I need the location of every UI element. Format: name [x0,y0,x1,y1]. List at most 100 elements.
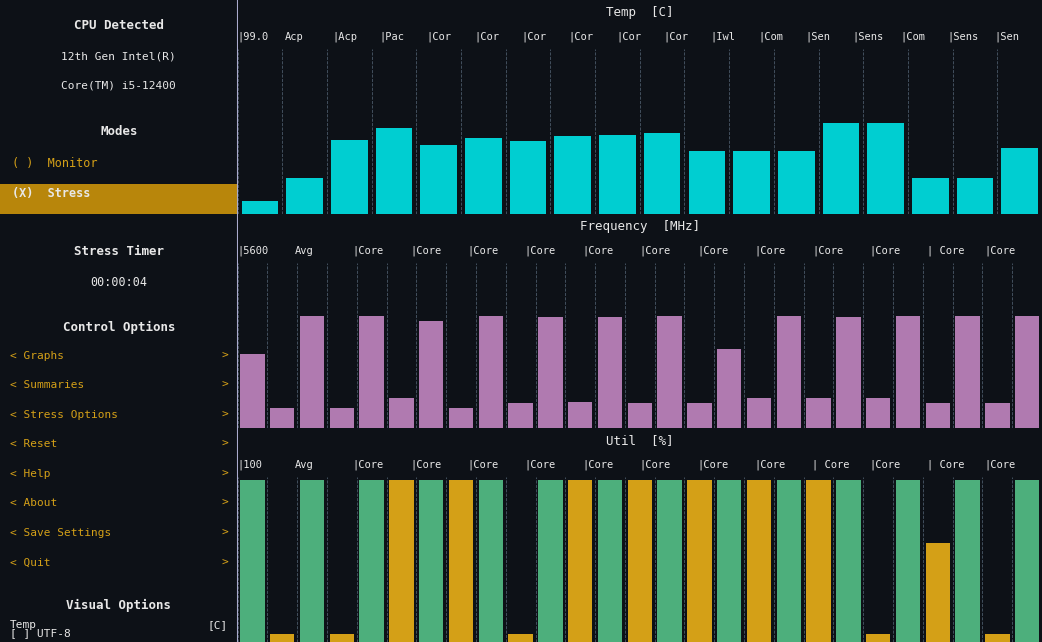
Text: >: > [221,557,228,568]
Bar [1015,316,1039,428]
Text: |Com: |Com [900,31,925,42]
Text: >: > [221,469,228,479]
Text: |Core: |Core [582,459,614,470]
Text: < About: < About [9,498,56,508]
Bar [687,403,712,428]
Bar [867,123,903,214]
Bar [419,480,444,642]
Text: |Com: |Com [759,31,784,42]
Text: |Core: |Core [582,245,614,256]
Bar [390,398,414,428]
Bar [689,152,725,214]
Text: Visual Options: Visual Options [67,599,171,612]
Text: |Cor: |Cor [474,31,499,42]
Text: Stress Timer: Stress Timer [74,245,164,258]
Bar [242,201,278,214]
Text: 12th Gen Intel(R): 12th Gen Intel(R) [61,51,176,62]
Bar [866,398,890,428]
Text: |Core: |Core [468,245,499,256]
Text: >: > [221,351,228,361]
Bar [449,408,473,428]
Text: |99.0: |99.0 [238,31,269,42]
Bar [822,123,860,214]
Bar [270,634,295,642]
Text: >: > [221,439,228,449]
Bar [644,133,680,214]
Bar [508,403,532,428]
Bar [912,178,948,214]
Text: |Pac: |Pac [379,31,404,42]
Bar [627,480,652,642]
Bar [554,136,591,214]
Text: 00:00:04: 00:00:04 [91,276,147,289]
Text: |Sens: |Sens [947,31,978,42]
Bar [925,543,950,642]
Text: Modes: Modes [100,125,138,138]
Text: |Cor: |Cor [664,31,689,42]
Bar [599,135,636,214]
Text: |Core: |Core [870,459,901,470]
Bar [538,317,563,428]
Text: Temp: Temp [9,620,36,630]
Bar [329,408,354,428]
Bar [658,316,681,428]
Text: Temp  [C]: Temp [C] [606,6,673,19]
Text: Control Options: Control Options [63,321,175,334]
Text: < Reset: < Reset [9,439,56,449]
Text: Avg: Avg [295,460,314,469]
Text: |Core: |Core [410,459,441,470]
Text: |Core: |Core [870,245,901,256]
Text: |Core: |Core [352,245,383,256]
Bar [717,349,742,428]
Bar [376,128,413,214]
Bar [241,354,265,428]
Text: >: > [221,380,228,390]
Bar [329,634,354,642]
Text: [C]: [C] [207,620,228,630]
Text: >: > [221,498,228,508]
Bar [896,480,920,642]
Text: < Save Settings: < Save Settings [9,528,110,538]
Text: |Sens: |Sens [852,31,884,42]
Text: |Sen: |Sen [995,31,1020,42]
Text: |Cor: |Cor [521,31,546,42]
Bar [687,480,712,642]
Bar [866,634,890,642]
Bar [717,480,742,642]
Text: < Graphs: < Graphs [9,351,64,361]
Bar [241,480,265,642]
Bar [776,480,801,642]
Bar [747,398,771,428]
Bar [956,480,979,642]
Bar [538,480,563,642]
Bar [985,403,1010,428]
Text: | Core: | Core [927,245,965,256]
Bar [359,316,383,428]
Text: |Core: |Core [754,459,786,470]
Bar [1001,148,1038,214]
Bar [925,403,950,428]
Text: |5600: |5600 [238,245,269,256]
Text: Util  [%]: Util [%] [606,434,673,447]
Bar [568,480,593,642]
Text: | Core: | Core [812,459,849,470]
Text: Avg: Avg [295,246,314,256]
Text: (X)  Stress: (X) Stress [11,187,91,200]
Bar [598,317,622,428]
Text: Frequency  [MHz]: Frequency [MHz] [579,220,700,232]
Bar [896,316,920,428]
Bar [359,480,383,642]
Text: |Core: |Core [410,245,441,256]
Text: |Core: |Core [525,459,556,470]
Bar [270,408,295,428]
Text: |Core: |Core [812,245,843,256]
Bar [419,320,444,428]
Bar [390,480,414,642]
Text: < Quit: < Quit [9,557,50,568]
Text: |Core: |Core [640,459,671,470]
Text: < Stress Options: < Stress Options [9,410,118,420]
Text: |Core: |Core [985,245,1016,256]
Text: >: > [221,410,228,420]
Bar [778,152,815,214]
Text: |Cor: |Cor [569,31,594,42]
